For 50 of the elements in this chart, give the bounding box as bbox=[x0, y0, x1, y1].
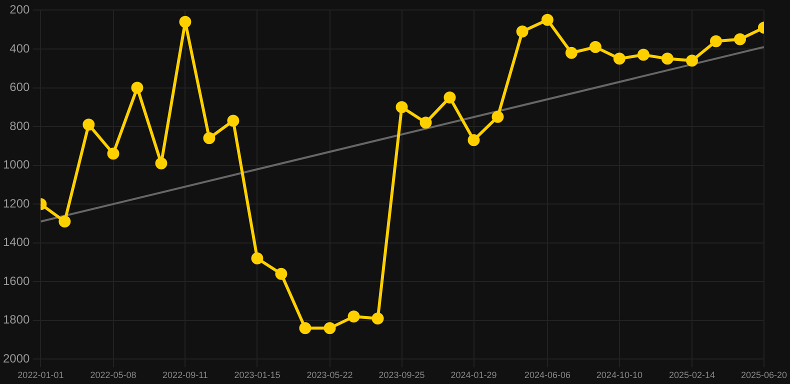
x-tick-label: 2024-01-29 bbox=[450, 370, 497, 380]
point bbox=[299, 322, 312, 334]
x-tick-label: 2022-05-08 bbox=[90, 370, 136, 380]
point bbox=[444, 91, 456, 104]
y-tick-label: 1600 bbox=[2, 274, 30, 288]
x-tick-label: 2022-09-11 bbox=[162, 370, 208, 380]
point bbox=[372, 312, 384, 324]
point bbox=[686, 54, 698, 67]
y-tick-label: 1200 bbox=[2, 196, 30, 210]
x-tick-label: 2023-05-22 bbox=[306, 370, 353, 380]
x-tick-label: 2024-10-10 bbox=[596, 370, 642, 380]
point bbox=[348, 310, 360, 323]
point bbox=[396, 101, 408, 114]
x-tick-label: 2025-06-20 bbox=[740, 370, 788, 380]
point bbox=[734, 33, 746, 46]
x-tick-label: 2025-02-14 bbox=[668, 370, 716, 380]
y-tick-label: 1800 bbox=[2, 312, 30, 327]
y-tick-label: 400 bbox=[10, 41, 30, 56]
point bbox=[516, 26, 528, 38]
x-tick-label: 2022-01-01 bbox=[18, 370, 64, 380]
point bbox=[155, 157, 168, 170]
y-tick-label: 2000 bbox=[2, 352, 30, 366]
point bbox=[275, 268, 288, 280]
point bbox=[227, 114, 240, 127]
point bbox=[661, 52, 674, 65]
point bbox=[58, 216, 71, 228]
point bbox=[324, 322, 336, 334]
point bbox=[565, 46, 578, 59]
x-tick-label: 2023-09-25 bbox=[378, 370, 425, 380]
point bbox=[613, 52, 626, 65]
x-tick-label: 2023-01-15 bbox=[234, 370, 280, 380]
y-tick-label: 1000 bbox=[2, 158, 30, 172]
point bbox=[541, 14, 554, 26]
y-tick-label: 800 bbox=[10, 118, 30, 133]
point bbox=[637, 48, 650, 61]
y-tick-label: 200 bbox=[10, 2, 30, 17]
point bbox=[131, 82, 144, 94]
point bbox=[82, 118, 95, 131]
y-tick-label: 600 bbox=[10, 80, 30, 94]
point bbox=[107, 148, 120, 160]
point bbox=[468, 134, 480, 146]
point bbox=[589, 41, 602, 54]
point bbox=[710, 35, 722, 48]
y-tick-label: 1400 bbox=[2, 235, 30, 250]
point bbox=[179, 16, 192, 28]
point bbox=[251, 252, 264, 264]
point bbox=[203, 132, 216, 144]
x-tick-label: 2024-06-06 bbox=[524, 370, 570, 380]
point bbox=[492, 110, 504, 123]
point bbox=[420, 116, 432, 129]
